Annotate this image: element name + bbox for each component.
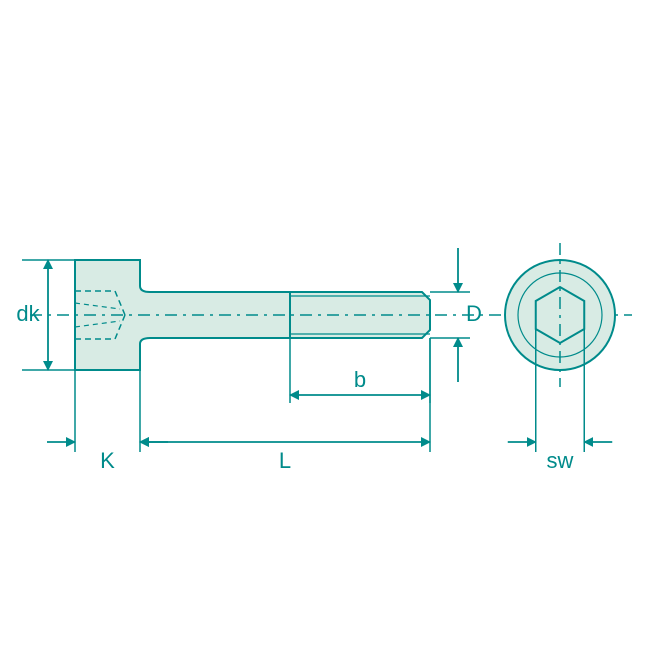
dim-l-label: L <box>279 448 291 473</box>
dim-d-label: D <box>466 301 482 326</box>
dim-b-label: b <box>354 367 366 392</box>
dim-k-label: K <box>100 448 115 473</box>
dim-sw-label: sw <box>547 448 574 473</box>
dim-dk-label: dk <box>16 301 40 326</box>
